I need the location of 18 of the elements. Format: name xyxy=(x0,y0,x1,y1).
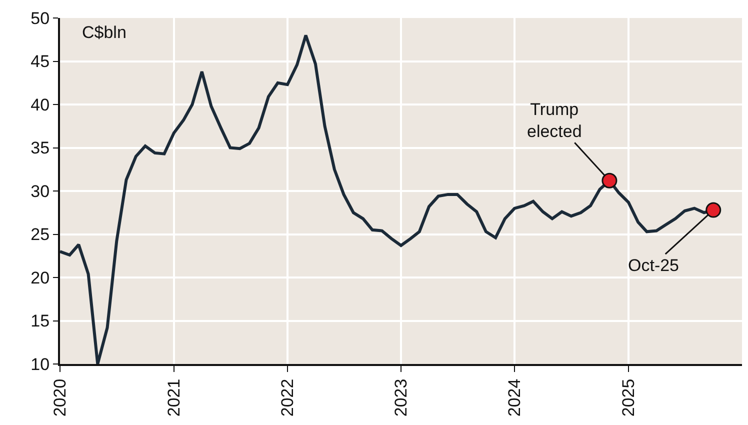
x-tick-label: 2024 xyxy=(505,378,524,417)
y-tick-label: 45 xyxy=(30,52,50,72)
x-tick-label: 2022 xyxy=(278,378,297,417)
x-tick-label: 2023 xyxy=(392,378,411,417)
y-tick-label: 15 xyxy=(30,312,50,331)
x-tick-label: 2025 xyxy=(618,378,638,417)
y-tick-label: 50 xyxy=(30,8,50,28)
y-tick-label: 25 xyxy=(30,225,50,244)
y-tick-label: 20 xyxy=(30,268,50,288)
x-tick-label: 2020 xyxy=(50,378,70,417)
y-tick-label: 30 xyxy=(30,182,50,201)
x-tick-label: 2021 xyxy=(164,378,184,417)
y-tick-label: 10 xyxy=(30,354,50,374)
y-tick-label: 35 xyxy=(30,138,50,158)
annotation: Oct-25 xyxy=(628,256,680,275)
y-tick-label: 40 xyxy=(30,95,50,114)
annotation: Trump elected xyxy=(527,100,582,142)
y-axis-title: C$bln xyxy=(82,23,126,42)
